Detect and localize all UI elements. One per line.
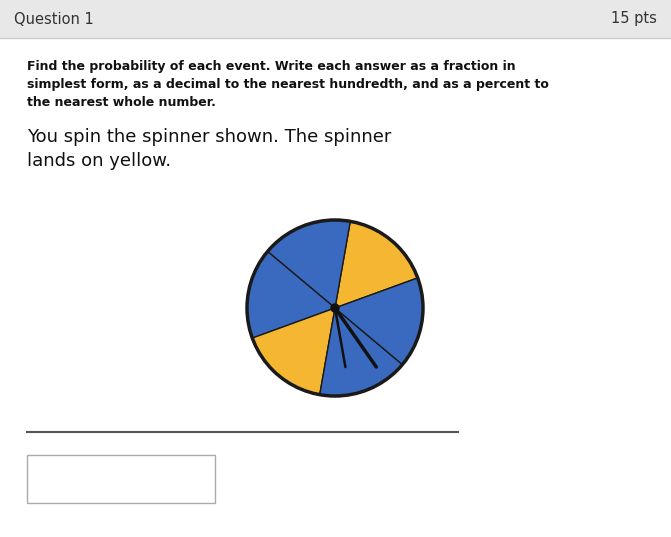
Wedge shape <box>335 221 417 308</box>
Text: Find the probability of each event. Write each answer as a fraction in: Find the probability of each event. Writ… <box>27 60 515 73</box>
Wedge shape <box>335 278 423 365</box>
Text: lands on yellow.: lands on yellow. <box>27 152 171 170</box>
Text: You spin the spinner shown. The spinner: You spin the spinner shown. The spinner <box>27 128 391 146</box>
Bar <box>27 455 215 503</box>
Bar <box>0 0 671 38</box>
Wedge shape <box>319 308 403 396</box>
Text: the nearest whole number.: the nearest whole number. <box>27 96 216 109</box>
Text: simplest form, as a decimal to the nearest hundredth, and as a percent to: simplest form, as a decimal to the neare… <box>27 78 549 91</box>
Circle shape <box>331 304 339 312</box>
Text: Question 1: Question 1 <box>14 11 94 26</box>
Text: 15 pts: 15 pts <box>611 11 657 26</box>
Wedge shape <box>268 220 350 308</box>
Wedge shape <box>247 251 335 338</box>
Wedge shape <box>252 308 335 395</box>
